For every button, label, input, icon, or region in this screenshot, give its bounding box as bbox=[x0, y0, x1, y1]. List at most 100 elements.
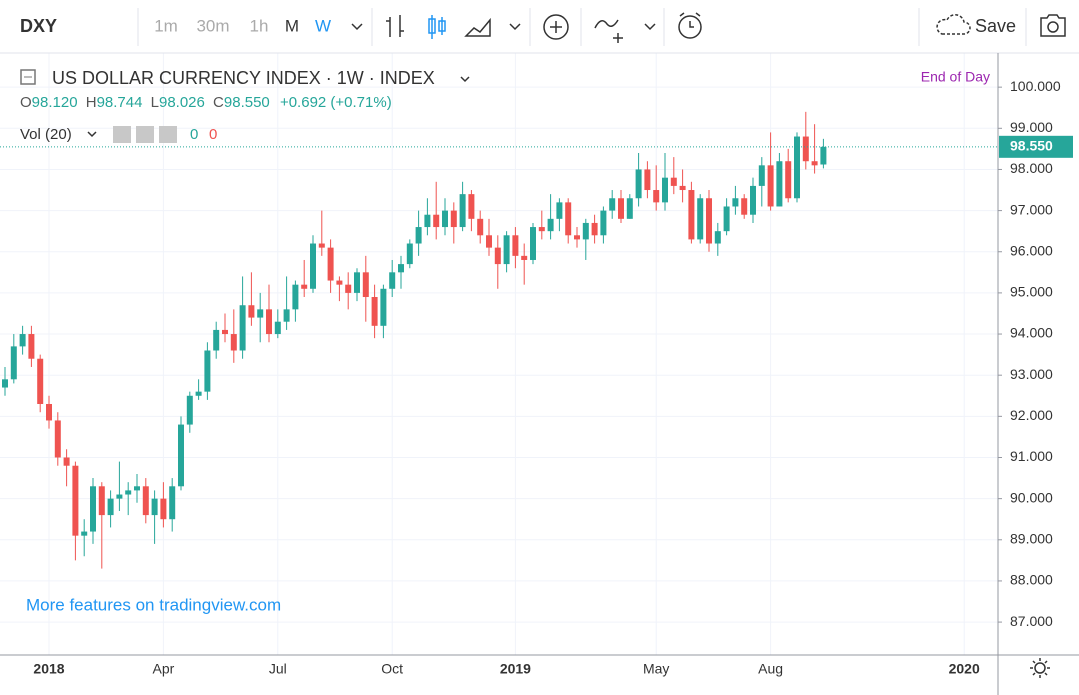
ohlc-value: 98.120 bbox=[32, 94, 78, 111]
y-tick-label: 95.000 bbox=[1010, 284, 1053, 300]
candle-body bbox=[521, 255, 528, 260]
volume-dropdown[interactable] bbox=[87, 131, 97, 138]
candle-body bbox=[186, 395, 193, 425]
y-tick-label: 96.000 bbox=[1010, 242, 1053, 258]
snapshot-icon[interactable] bbox=[1040, 14, 1066, 37]
candle-body bbox=[10, 346, 17, 380]
x-tick-label: Jul bbox=[269, 661, 287, 677]
candle-body bbox=[626, 198, 633, 219]
remove-button[interactable] bbox=[159, 126, 177, 143]
last-price-tag bbox=[999, 135, 1073, 158]
candle-body bbox=[714, 231, 721, 244]
candle-body bbox=[213, 329, 220, 351]
ohlc-value: 98.550 bbox=[224, 94, 270, 111]
candle-body bbox=[486, 235, 492, 248]
candle-body bbox=[389, 272, 396, 289]
candle-body bbox=[459, 194, 466, 228]
candle-body bbox=[336, 280, 343, 285]
candles-icon[interactable] bbox=[428, 15, 446, 39]
title-dropdown[interactable] bbox=[460, 76, 470, 83]
candle-body bbox=[723, 206, 730, 232]
candle-body bbox=[63, 457, 70, 466]
candle-body bbox=[767, 165, 774, 207]
interval[interactable]: 30m bbox=[196, 16, 229, 35]
y-tick-label: 100.000 bbox=[1010, 78, 1061, 94]
save-icon[interactable] bbox=[936, 14, 971, 35]
candle-body bbox=[310, 243, 316, 289]
candle-body bbox=[107, 498, 114, 516]
candle-body bbox=[169, 486, 176, 520]
bars-icon[interactable] bbox=[386, 15, 404, 37]
x-tick-label: Aug bbox=[758, 661, 783, 677]
plot-area bbox=[0, 53, 998, 655]
candle-body bbox=[98, 486, 105, 516]
candle-body bbox=[794, 136, 800, 199]
candle-body bbox=[706, 198, 712, 244]
candle-body bbox=[644, 169, 651, 191]
candle-body bbox=[301, 284, 308, 289]
toolbar bbox=[0, 0, 1079, 53]
y-tick-label: 91.000 bbox=[1010, 448, 1053, 464]
candle-body bbox=[433, 214, 440, 228]
candle-body bbox=[503, 235, 510, 265]
candle-body bbox=[574, 235, 580, 240]
candle-body bbox=[609, 198, 616, 211]
candle-body bbox=[28, 334, 35, 359]
candle-body bbox=[37, 358, 44, 404]
alert-icon[interactable] bbox=[678, 15, 702, 39]
area-icon[interactable] bbox=[464, 17, 491, 37]
candle-body bbox=[653, 190, 660, 203]
candle-body bbox=[81, 531, 88, 536]
candle-body bbox=[741, 198, 748, 215]
visibility-button[interactable] bbox=[113, 126, 131, 143]
candle-body bbox=[556, 202, 563, 219]
y-tick-label: 93.000 bbox=[1010, 366, 1053, 382]
candle-body bbox=[591, 222, 598, 236]
candle-body bbox=[565, 202, 572, 236]
candle-body bbox=[582, 222, 589, 240]
candle-body bbox=[204, 350, 211, 392]
save-button[interactable]: Save bbox=[975, 16, 1016, 36]
candle-body bbox=[125, 490, 132, 495]
candle-body bbox=[811, 161, 818, 166]
interval[interactable]: 1h bbox=[250, 16, 269, 35]
interval[interactable]: 1m bbox=[154, 16, 178, 35]
candle-body bbox=[292, 284, 299, 310]
settings-icon[interactable] bbox=[1034, 662, 1046, 674]
candle-body bbox=[679, 185, 686, 191]
promo-link[interactable]: More features on tradingview.com bbox=[26, 595, 281, 614]
candle-body bbox=[160, 498, 167, 520]
candle-body bbox=[195, 391, 202, 396]
dropdown-icon[interactable] bbox=[351, 23, 363, 31]
x-tick-label: 2020 bbox=[949, 661, 980, 677]
indicators-icon[interactable] bbox=[543, 14, 569, 40]
snapshot-icon-lens bbox=[1047, 21, 1059, 33]
y-tick-label: 87.000 bbox=[1010, 613, 1053, 629]
candle-body bbox=[134, 486, 140, 491]
x-tick-label: 2019 bbox=[500, 661, 531, 677]
candle-body bbox=[46, 403, 52, 421]
compare-icon[interactable] bbox=[594, 19, 623, 43]
candle-body bbox=[222, 329, 228, 335]
interval[interactable]: M bbox=[285, 16, 299, 35]
x-tick-label: Apr bbox=[153, 661, 175, 677]
dropdown-icon[interactable] bbox=[509, 23, 521, 31]
candle-body bbox=[371, 297, 378, 326]
x-tick-label: 2018 bbox=[33, 661, 64, 677]
symbol[interactable]: DXY bbox=[20, 16, 57, 36]
candle-body bbox=[2, 379, 8, 388]
settings-button[interactable] bbox=[136, 126, 154, 143]
candle-body bbox=[54, 420, 61, 458]
interval-active[interactable]: W bbox=[315, 16, 331, 35]
ohlc-key: C bbox=[213, 94, 224, 111]
candle-body bbox=[116, 494, 123, 499]
collapse-icon[interactable] bbox=[20, 69, 36, 85]
y-tick-label: 89.000 bbox=[1010, 530, 1053, 546]
candle-body bbox=[362, 272, 369, 298]
candle-body bbox=[318, 243, 325, 248]
y-tick-label: 99.000 bbox=[1010, 119, 1053, 135]
candle-body bbox=[90, 486, 96, 532]
dropdown-icon[interactable] bbox=[644, 23, 656, 31]
